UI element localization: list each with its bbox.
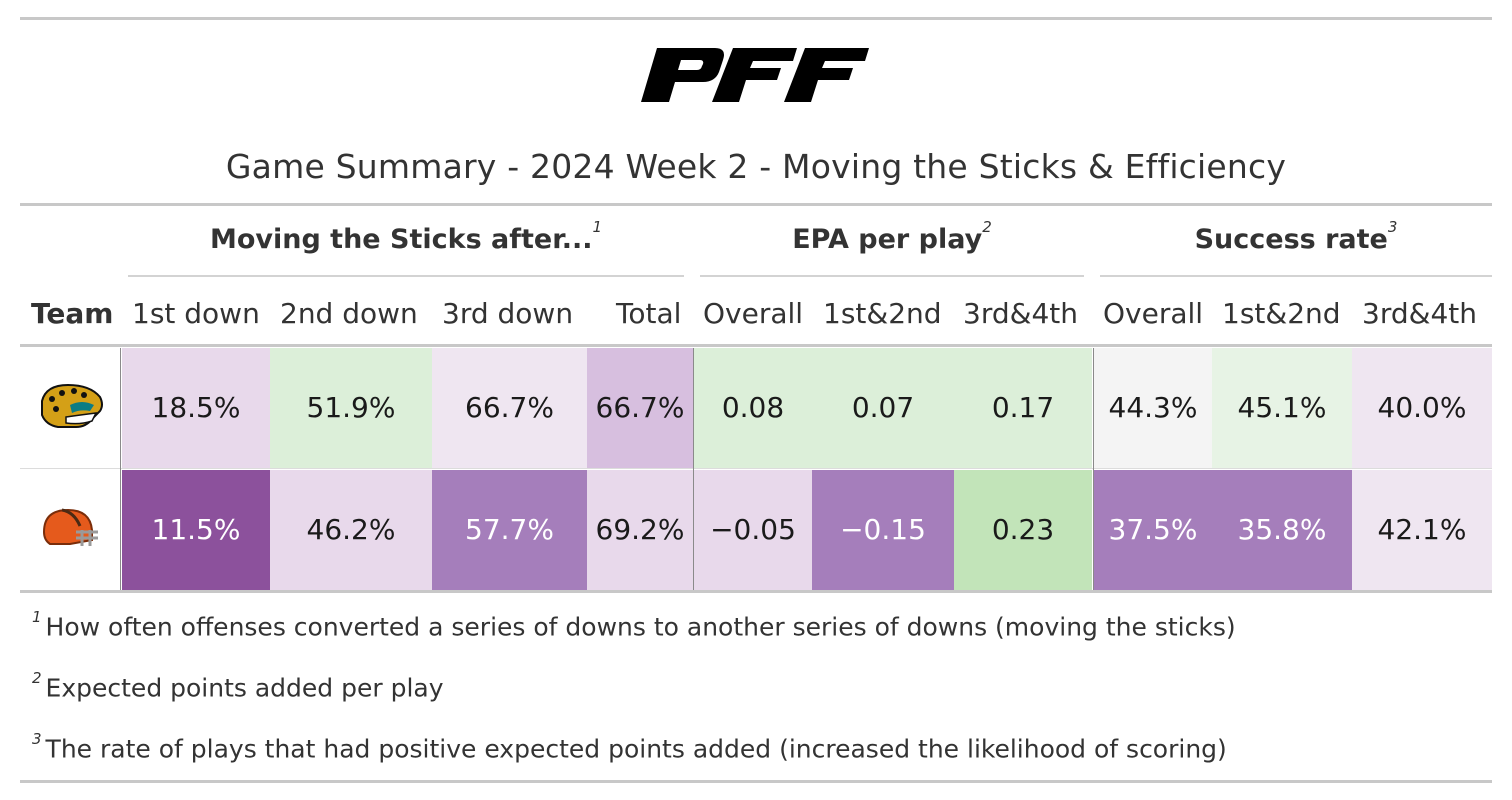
table-title: Game Summary - 2024 Week 2 - Moving the …: [225, 147, 1287, 186]
spanner-label: Moving the Sticks after...: [209, 224, 593, 255]
data-cell: 46.2%: [270, 470, 432, 590]
footnote-mark: 2: [982, 218, 992, 236]
column-header: 3rd&4th: [963, 297, 1078, 330]
data-cell: 66.7%: [432, 348, 587, 468]
footnote-text: The rate of plays that had positive expe…: [45, 734, 1227, 764]
title-rule: [20, 203, 1492, 206]
pff-logo: [641, 48, 869, 102]
column-header-team: Team: [31, 297, 114, 330]
data-cell: 0.07: [812, 348, 954, 468]
footnote-mark: 3: [1387, 218, 1398, 236]
column-divider: [120, 348, 121, 590]
spanner-label: Success rate: [1194, 224, 1388, 255]
column-header: 1st&2nd: [823, 297, 942, 330]
data-cell: 40.0%: [1352, 348, 1492, 468]
footnote-text: How often offenses converted a series of…: [45, 612, 1236, 642]
data-cell: 44.3%: [1094, 348, 1212, 468]
spanner-underline: [1100, 275, 1492, 277]
data-cell: 35.8%: [1212, 470, 1352, 590]
body-bottom-rule: [20, 590, 1492, 593]
data-cell: 11.5%: [122, 470, 270, 590]
spanner-label: EPA per play: [792, 224, 983, 255]
column-header: Overall: [1103, 297, 1204, 330]
column-header: 2nd down: [280, 297, 418, 330]
data-cell: 0.23: [954, 470, 1092, 590]
column-header: 3rd down: [442, 297, 574, 330]
spanner-underline: [700, 275, 1084, 277]
data-cell: 69.2%: [587, 470, 693, 590]
footnote-2: 2 Expected points added per play: [32, 669, 444, 703]
footnote-1: 1 How often offenses converted a series o…: [32, 608, 1236, 642]
bottom-rule: [20, 780, 1492, 783]
data-cell: 37.5%: [1094, 470, 1212, 590]
column-header: 1st&2nd: [1222, 297, 1341, 330]
team-cell: [20, 470, 120, 590]
data-cell: 0.08: [694, 348, 812, 468]
column-divider: [1093, 348, 1094, 590]
footnote-mark: 2: [32, 669, 42, 687]
header-rule: [20, 344, 1492, 347]
spanner-moving-sticks: Moving the Sticks after...1: [128, 218, 684, 268]
footnote-mark: 1: [32, 608, 42, 626]
column-header: 1st down: [132, 297, 260, 330]
data-cell: 18.5%: [122, 348, 270, 468]
column-header: Total: [616, 297, 682, 330]
spanner-epa: EPA per play2: [700, 218, 1084, 268]
column-header: 3rd&4th: [1362, 297, 1477, 330]
footnote-mark: 3: [32, 730, 42, 748]
data-cell: −0.15: [812, 470, 954, 590]
column-header: Overall: [703, 297, 804, 330]
jaguars-helmet-icon: [41, 383, 103, 428]
row-divider: [20, 468, 1492, 469]
browns-helmet-icon: [42, 508, 98, 546]
footnote-3: 3 The rate of plays that had positive exp…: [32, 730, 1227, 764]
data-cell: 42.1%: [1352, 470, 1492, 590]
footnote-text: Expected points added per play: [45, 673, 444, 703]
data-cell: 66.7%: [587, 348, 693, 468]
data-cell: 45.1%: [1212, 348, 1352, 468]
data-cell: 57.7%: [432, 470, 587, 590]
data-cell: 0.17: [954, 348, 1092, 468]
team-cell: [20, 348, 120, 468]
spanner-success-rate: Success rate3: [1100, 218, 1492, 268]
spanner-underline: [128, 275, 684, 277]
footnote-mark: 1: [592, 218, 603, 236]
column-divider: [693, 348, 694, 590]
top-rule: [20, 17, 1492, 20]
data-cell: −0.05: [694, 470, 812, 590]
data-cell: 51.9%: [270, 348, 432, 468]
